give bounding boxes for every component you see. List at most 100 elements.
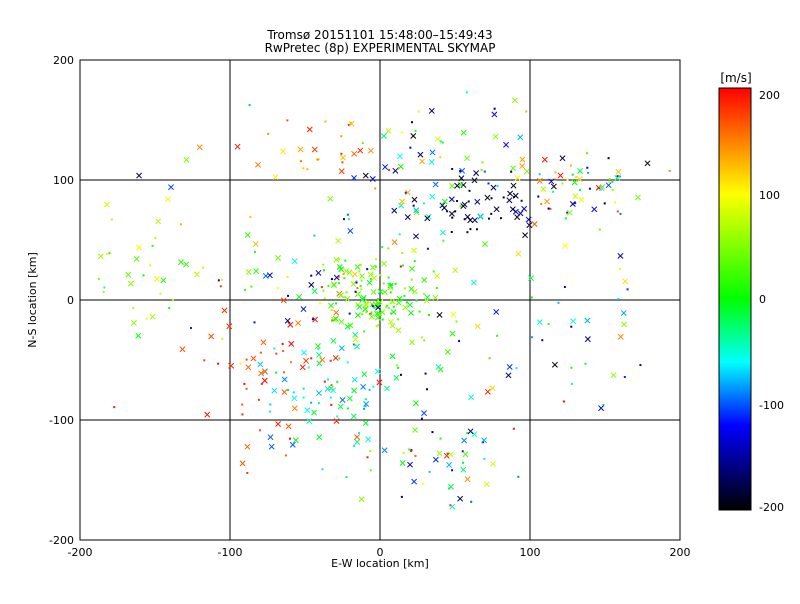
data-point-dot [549,207,552,210]
data-point-cross [177,259,184,266]
data-point-cross [333,274,340,281]
data-point-dot [428,470,431,473]
data-point-dot [397,366,400,369]
data-point-dot [302,396,305,399]
data-point-cross [482,241,488,248]
data-point-dot [381,246,384,249]
data-point-dot [566,178,569,181]
data-point-cross [460,466,467,473]
data-point-dot [356,287,359,290]
data-point-cross [280,297,287,304]
data-point-dot [343,296,346,299]
data-point-cross [413,207,420,214]
data-point-dot [493,107,496,110]
data-point-cross [448,210,455,217]
data-point-cross [477,213,484,220]
data-point-cross [441,204,448,211]
data-point-cross [404,214,411,221]
data-point-dot [268,410,271,413]
data-point-dot [369,278,372,281]
data-point-cross [511,97,518,104]
data-point-cross [351,175,358,181]
colorbar-unit-label: [m/s] [720,71,751,85]
data-point-cross [459,167,466,174]
data-point-cross [347,227,354,234]
data-point-dot [525,110,528,113]
data-point-cross [610,372,617,379]
data-point-cross [360,383,367,390]
data-point-dot [302,387,305,390]
data-point-cross [350,413,357,420]
data-point-cross [510,182,517,189]
data-point-dot [387,247,390,250]
data-point-dot [668,169,671,172]
data-point-dot [288,437,291,440]
data-point-cross [523,168,530,175]
data-point-dot [390,312,393,315]
data-point-dot [358,270,361,273]
data-point-cross [272,174,279,181]
data-point-dot [392,305,395,308]
data-point-cross [522,232,529,239]
data-point-dot [345,476,348,479]
data-point-cross [489,460,496,467]
data-point-cross [354,343,361,350]
data-point-dot [358,431,361,434]
data-point-dot [355,281,358,284]
data-point-dot [399,265,402,268]
data-point-dot [154,237,157,240]
data-point-dot [459,169,462,172]
colorbar-tick-label: -100 [759,399,784,412]
data-point-dot [336,380,339,383]
data-point-dot [480,168,483,171]
data-point-dot [616,175,619,178]
data-point-dot [547,207,550,210]
data-point-dot [390,301,393,304]
data-point-dot [490,212,493,215]
data-point-dot [202,266,205,269]
data-point-cross [304,407,311,414]
data-point-cross [330,337,337,344]
data-point-dot [538,173,541,176]
data-point-cross [387,318,394,325]
data-point-cross [352,331,359,338]
data-point-dot [530,296,533,299]
data-point-dot [470,500,473,503]
data-point-dot [286,388,289,391]
data-point-dot [400,131,403,134]
data-point-cross [308,281,315,288]
data-point-dot [598,228,601,231]
y-tick-labels: -200 -100 0 100 200 [49,54,74,547]
data-point-cross [295,320,302,327]
data-point-dot [348,312,351,315]
data-point-cross [493,206,500,213]
data-point-cross [255,161,261,168]
data-point-cross [291,405,298,412]
data-point-dot [566,211,569,214]
data-point-dot [588,187,591,190]
data-point-cross [605,182,612,189]
data-point-cross [371,275,378,282]
data-point-cross [250,355,257,362]
data-point-dot [347,218,350,221]
data-point-cross [351,387,358,394]
data-point-dot [475,228,478,231]
data-point-cross [468,394,475,401]
data-point-dot [248,104,251,107]
data-point-cross [343,268,350,275]
data-point-dot [483,457,486,460]
data-point-cross [303,357,309,364]
data-point-dot [310,401,313,404]
data-point-dot [563,285,566,288]
data-point-cross [413,209,420,216]
data-point-cross [471,217,478,224]
data-point-cross [484,388,491,395]
data-point-dot [467,200,470,203]
data-point-dot [347,123,350,126]
data-point-dot [623,375,626,378]
data-point-cross [428,107,435,114]
data-point-dot [432,270,435,273]
data-point-dot [321,468,324,471]
data-point-dot [374,265,377,268]
data-point-dot [465,91,468,94]
